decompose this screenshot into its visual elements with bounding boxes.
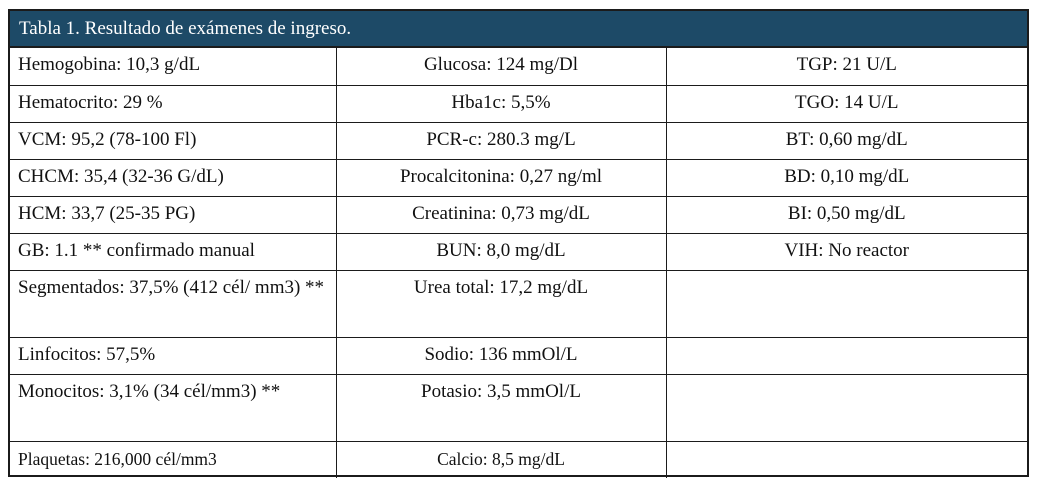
table-cell: Hba1c: 5,5% [335, 84, 667, 123]
table-row: VCM: 95,2 (78-100 Fl) PCR-c: 280.3 mg/L … [10, 121, 1027, 160]
table-cell: GB: 1.1 ** confirmado manual [10, 232, 337, 271]
table-title: Tabla 1. Resultado de exámenes de ingres… [10, 11, 1027, 48]
table-row: Plaquetas: 216,000 cél/mm3 Calcio: 8,5 m… [10, 440, 1027, 478]
table-cell: BI: 0,50 mg/dL [665, 195, 1027, 234]
table-cell: BT: 0,60 mg/dL [665, 121, 1027, 160]
table-cell: Hemogobina: 10,3 g/dL [10, 48, 337, 86]
table-row: Segmentados: 37,5% (412 cél/ mm3) ** Ure… [10, 269, 1027, 338]
table-cell: HCM: 33,7 (25-35 PG) [10, 195, 337, 234]
table-cell: Potasio: 3,5 mmOl/L [335, 373, 667, 442]
table-cell: VIH: No reactor [665, 232, 1027, 271]
table-cell: TGP: 21 U/L [665, 48, 1027, 86]
results-table: Hemogobina: 10,3 g/dL Glucosa: 124 mg/Dl… [10, 48, 1027, 478]
table-cell: Segmentados: 37,5% (412 cél/ mm3) ** [10, 269, 337, 338]
table-cell: Glucosa: 124 mg/Dl [335, 48, 667, 86]
table-row: CHCM: 35,4 (32-36 G/dL) Procalcitonina: … [10, 158, 1027, 197]
table-cell: Urea total: 17,2 mg/dL [335, 269, 667, 338]
table-row: Monocitos: 3,1% (34 cél/mm3) ** Potasio:… [10, 373, 1027, 442]
table-cell: Procalcitonina: 0,27 ng/ml [335, 158, 667, 197]
table-cell: BD: 0,10 mg/dL [665, 158, 1027, 197]
table-cell: TGO: 14 U/L [665, 84, 1027, 123]
table-row: Linfocitos: 57,5% Sodio: 136 mmOl/L [10, 336, 1027, 375]
table-cell: Sodio: 136 mmOl/L [335, 336, 667, 375]
table-cell: Linfocitos: 57,5% [10, 336, 337, 375]
table-row: Hemogobina: 10,3 g/dL Glucosa: 124 mg/Dl… [10, 48, 1027, 86]
table-cell: Calcio: 8,5 mg/dL [335, 440, 667, 478]
table-row: HCM: 33,7 (25-35 PG) Creatinina: 0,73 mg… [10, 195, 1027, 234]
table-cell: Hematocrito: 29 % [10, 84, 337, 123]
table-cell [665, 336, 1027, 375]
table-cell [665, 269, 1027, 338]
table-cell: VCM: 95,2 (78-100 Fl) [10, 121, 337, 160]
table-cell [665, 440, 1027, 478]
table-cell: Monocitos: 3,1% (34 cél/mm3) ** [10, 373, 337, 442]
table-cell: BUN: 8,0 mg/dL [335, 232, 667, 271]
results-table-frame: Tabla 1. Resultado de exámenes de ingres… [8, 9, 1029, 478]
table-row: Hematocrito: 29 % Hba1c: 5,5% TGO: 14 U/… [10, 84, 1027, 123]
table-cell: Plaquetas: 216,000 cél/mm3 [10, 440, 337, 478]
table-cell [665, 373, 1027, 442]
table-row: GB: 1.1 ** confirmado manual BUN: 8,0 mg… [10, 232, 1027, 271]
table-cell: PCR-c: 280.3 mg/L [335, 121, 667, 160]
table-cell: CHCM: 35,4 (32-36 G/dL) [10, 158, 337, 197]
table-cell: Creatinina: 0,73 mg/dL [335, 195, 667, 234]
